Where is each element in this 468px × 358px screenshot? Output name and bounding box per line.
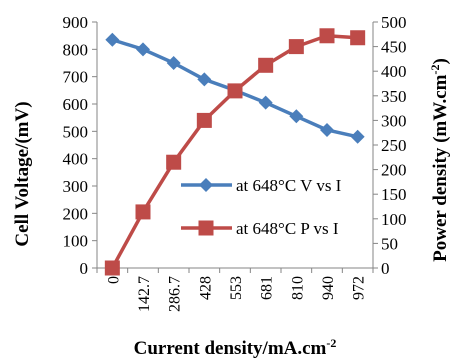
series-2: [104, 28, 366, 276]
series-layer: [104, 28, 366, 276]
left-tick-label: 200: [63, 204, 89, 223]
left-tick-label: 300: [63, 177, 89, 196]
legend: at 648°C V vs I at 648°C P vs I: [181, 176, 342, 238]
legend-marker: [199, 178, 213, 192]
data-point: [288, 39, 304, 55]
right-tick-label: 350: [381, 87, 407, 106]
x-tick-label: 142.7: [136, 276, 153, 312]
legend-marker: [198, 220, 214, 236]
legend-label: at 648°C P vs I: [236, 219, 339, 238]
x-tick-label: 286.7: [167, 276, 184, 312]
data-point: [136, 42, 150, 57]
y-axis-left-label: Cell Voltage/(mV): [12, 101, 33, 246]
left-tick-label: 600: [63, 95, 89, 114]
data-point: [196, 112, 212, 128]
right-tick-label: 150: [381, 185, 407, 204]
y-axis-right-label-sup: -2: [428, 64, 442, 74]
x-tick-label: 553: [228, 276, 245, 300]
y-axis-right-label-tail: ): [430, 58, 451, 64]
x-axis-label-main: Current density/mA.cm: [134, 338, 327, 358]
data-point: [320, 122, 334, 137]
left-tick-label: 400: [63, 150, 89, 169]
data-point: [227, 83, 243, 99]
right-tick-label: 0: [381, 259, 390, 278]
data-point: [166, 56, 181, 70]
y-axis-right-label: Power density (mW.cm-2): [428, 58, 451, 262]
left-tick-label: 700: [63, 68, 89, 87]
data-point: [135, 204, 151, 220]
right-tick-label: 50: [381, 234, 398, 253]
data-point: [289, 109, 304, 124]
legend-item-1: at 648°C V vs I: [181, 176, 342, 195]
x-axis-label: Current density/mA.cm-2: [134, 336, 337, 358]
x-tick-label: 0: [105, 276, 122, 284]
data-point: [319, 28, 335, 44]
data-point: [350, 129, 365, 144]
data-point: [350, 30, 366, 46]
left-tick-label: 800: [63, 40, 89, 59]
left-y-ticks: 0 100 200 300 400 500 600 700 800 900: [63, 13, 97, 278]
data-point: [105, 32, 120, 47]
data-point: [104, 260, 120, 276]
legend-label: at 648°C V vs I: [236, 176, 342, 195]
data-point: [258, 57, 274, 73]
right-tick-label: 200: [381, 161, 407, 180]
right-tick-label: 450: [381, 38, 407, 57]
right-tick-label: 100: [381, 210, 407, 229]
left-tick-label: 100: [63, 232, 89, 251]
x-ticks: 0 142.7 286.7 428 553 681 810 940 972: [96, 268, 374, 312]
data-point: [166, 154, 182, 170]
x-tick-label: 681: [259, 276, 276, 300]
left-tick-label: 0: [80, 259, 89, 278]
x-tick-label: 940: [320, 276, 337, 300]
x-tick-label: 428: [197, 276, 214, 300]
right-tick-label: 400: [381, 62, 407, 81]
data-point: [197, 72, 212, 87]
x-tick-label: 972: [351, 276, 368, 300]
x-tick-label: 810: [289, 276, 306, 300]
right-tick-label: 500: [381, 13, 407, 32]
right-y-ticks: 0 50 100 150 200 250 300 350 400 450 500: [373, 13, 407, 278]
x-axis-label-sup: -2: [326, 336, 336, 350]
y-axis-right-label-main: Power density (mW.cm: [430, 74, 451, 262]
left-tick-label: 900: [63, 13, 89, 32]
left-tick-label: 500: [63, 122, 89, 141]
right-tick-label: 300: [381, 111, 407, 130]
legend-item-2: at 648°C P vs I: [181, 219, 339, 238]
right-tick-label: 250: [381, 136, 407, 155]
data-point: [258, 95, 273, 110]
